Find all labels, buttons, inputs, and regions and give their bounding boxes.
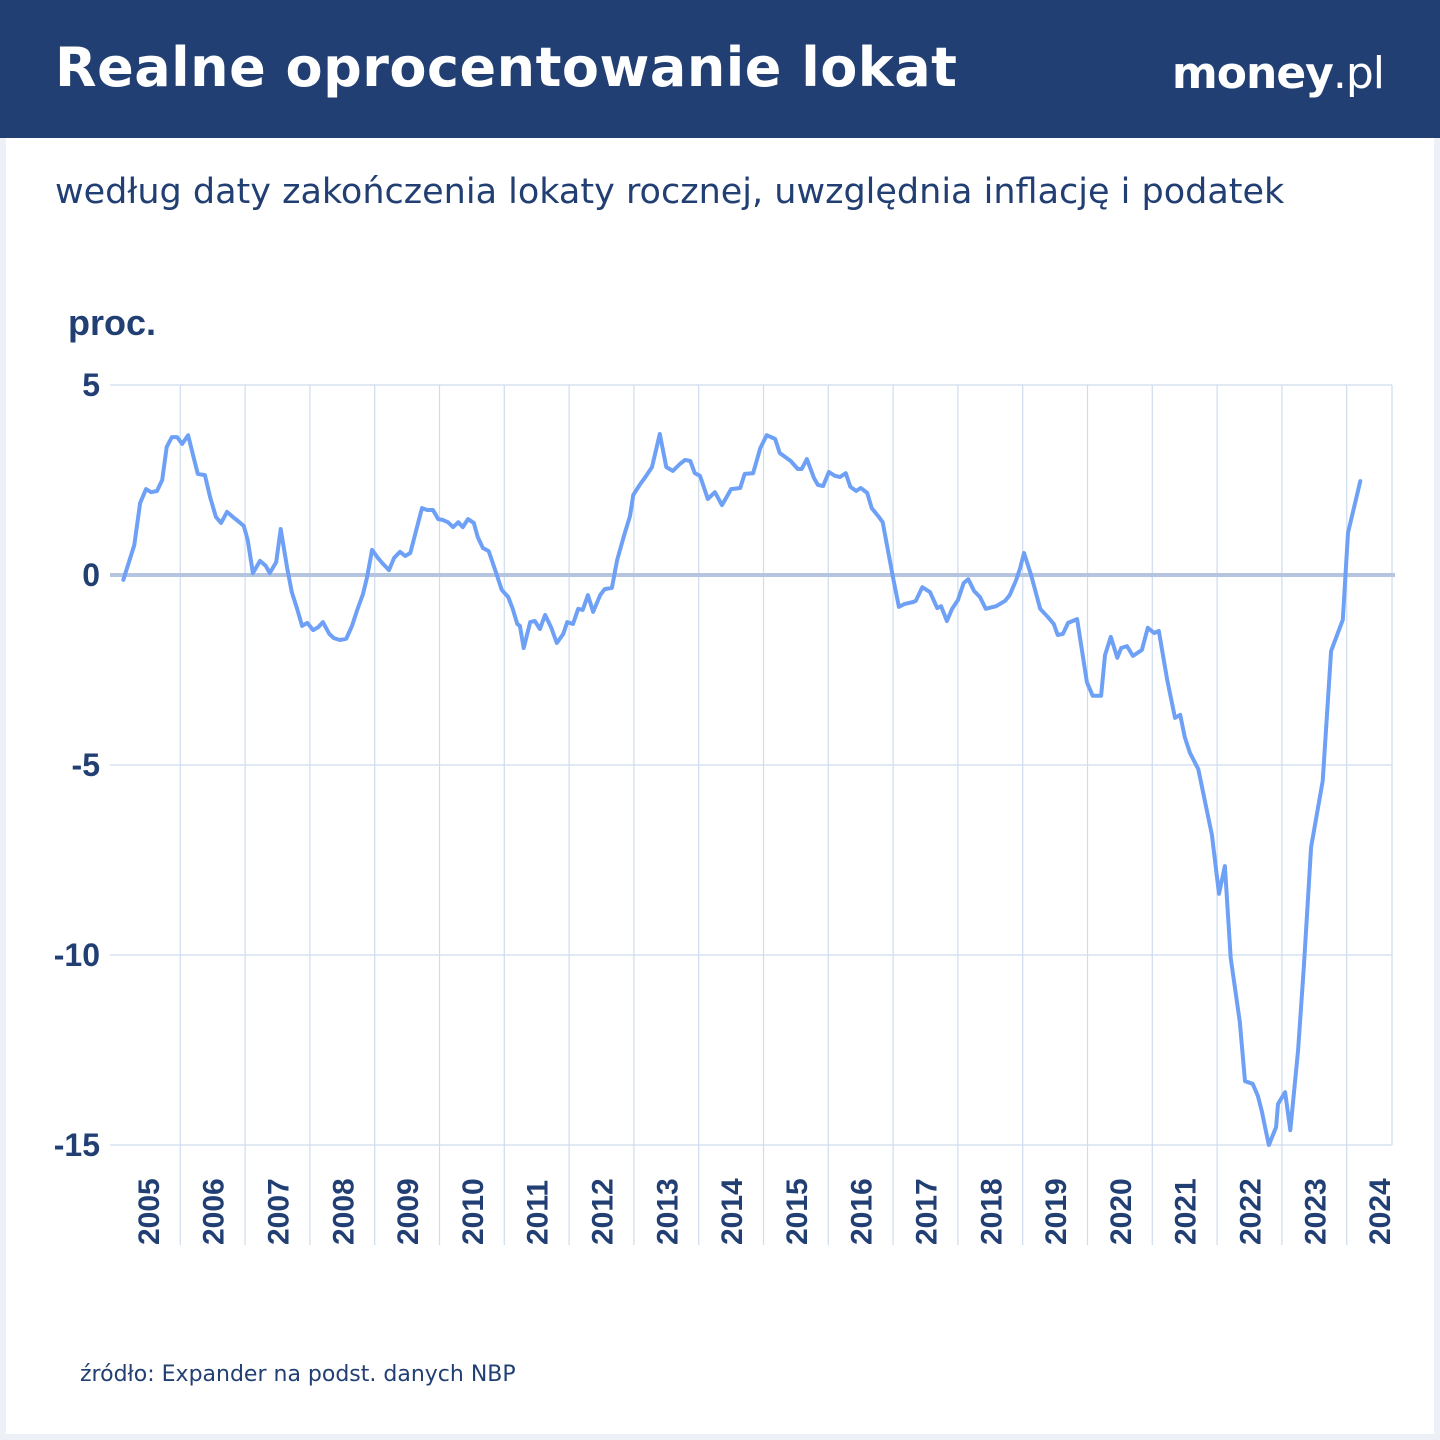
y-tick-label: -10 xyxy=(54,937,100,973)
y-axis-label: proc. xyxy=(68,302,157,343)
x-tick-label: 2006 xyxy=(198,1178,231,1245)
x-tick-label: 2016 xyxy=(846,1178,879,1245)
y-tick-label: -5 xyxy=(72,747,100,783)
x-tick-label: 2008 xyxy=(327,1178,360,1245)
series-line xyxy=(121,432,1363,1147)
x-tick-label: 2018 xyxy=(975,1178,1008,1245)
x-tick-label: 2013 xyxy=(651,1178,684,1245)
chart-subtitle: według daty zakończenia lokaty rocznej, … xyxy=(55,172,1285,212)
x-tick-label: 2012 xyxy=(587,1178,620,1245)
x-tick-label: 2020 xyxy=(1105,1178,1138,1245)
logo-main: money xyxy=(1171,48,1334,99)
logo-suffix: .pl xyxy=(1332,48,1385,99)
x-tick-label: 2010 xyxy=(457,1178,490,1245)
x-tick-label: 2011 xyxy=(522,1180,555,1245)
x-tick-label: 2015 xyxy=(781,1178,814,1245)
x-tick-label: 2019 xyxy=(1040,1178,1073,1245)
header-bar: Realne oprocentowanie lokat money.pl xyxy=(0,0,1440,138)
chart-title: Realne oprocentowanie lokat xyxy=(55,36,958,99)
card-background xyxy=(6,0,1434,1434)
y-tick-label: -15 xyxy=(54,1127,100,1163)
x-tick-label: 2007 xyxy=(263,1178,296,1245)
source-note: źródło: Expander na podst. danych NBP xyxy=(80,1362,516,1387)
x-tick-label: 2014 xyxy=(716,1178,749,1245)
x-tick-label: 2009 xyxy=(392,1178,425,1245)
x-tick-label: 2017 xyxy=(911,1178,944,1245)
x-tick-label: 2021 xyxy=(1170,1178,1203,1245)
y-tick-label: 0 xyxy=(82,557,100,593)
y-tick-label: 5 xyxy=(82,367,100,403)
x-tick-label: 2023 xyxy=(1299,1178,1332,1245)
x-tick-label: 2024 xyxy=(1364,1178,1397,1245)
money-pl-logo: money.pl xyxy=(1171,48,1385,99)
x-tick-label: 2005 xyxy=(133,1178,166,1245)
x-tick-label: 2022 xyxy=(1235,1178,1268,1245)
